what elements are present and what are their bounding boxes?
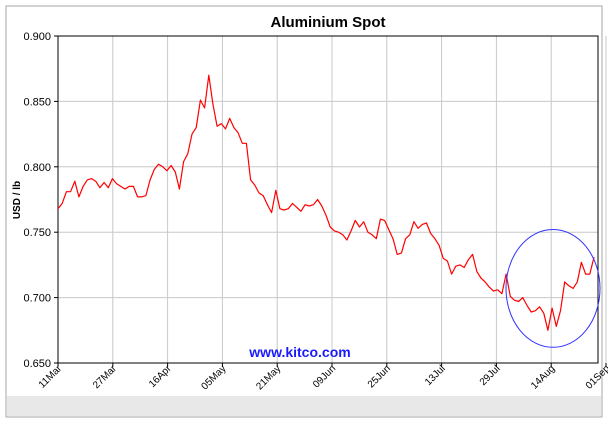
- watermark-text: www.kitco.com: [248, 344, 350, 360]
- y-tick-label: 0.850: [23, 96, 51, 108]
- plot-area: [58, 36, 598, 363]
- chart-title: Aluminium Spot: [271, 14, 386, 31]
- y-axis-label: USD / lb: [12, 181, 23, 219]
- chart-footer-band: [7, 396, 601, 416]
- series-line: [57, 74, 595, 331]
- y-tick-label: 0.750: [23, 227, 51, 239]
- plot-border: [57, 35, 599, 364]
- y-tick-label: 0.900: [23, 31, 51, 43]
- y-tick-label: 0.800: [23, 162, 51, 174]
- highlight-circle: [505, 229, 601, 348]
- y-tick-label: 0.700: [23, 293, 51, 305]
- y-tick-label: 0.650: [23, 358, 51, 370]
